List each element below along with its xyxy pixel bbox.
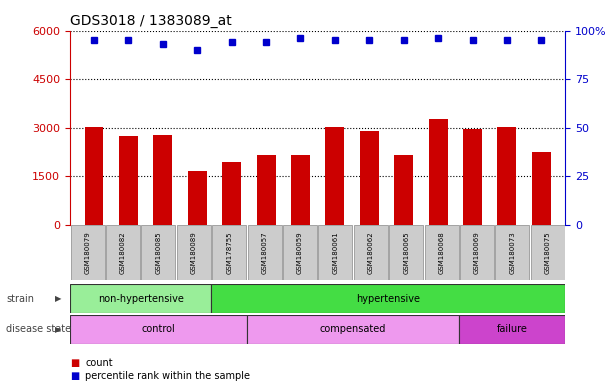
Text: GSM180075: GSM180075 xyxy=(545,231,551,274)
Bar xyxy=(212,284,565,313)
Text: GSM180059: GSM180059 xyxy=(297,231,303,274)
Bar xyxy=(389,225,423,280)
Text: GSM180069: GSM180069 xyxy=(474,231,480,274)
Text: ▶: ▶ xyxy=(55,294,61,303)
Text: GSM180085: GSM180085 xyxy=(156,231,161,274)
Bar xyxy=(71,225,105,280)
Bar xyxy=(188,171,207,225)
Text: GSM180079: GSM180079 xyxy=(85,231,91,274)
Text: non-hypertensive: non-hypertensive xyxy=(98,293,184,304)
Bar xyxy=(429,119,447,225)
Text: GSM180057: GSM180057 xyxy=(261,231,268,274)
Text: count: count xyxy=(85,358,112,368)
Bar xyxy=(319,225,353,280)
Bar xyxy=(247,315,459,344)
Bar xyxy=(531,225,565,280)
Text: ■: ■ xyxy=(70,371,79,381)
Bar xyxy=(459,315,565,344)
Bar xyxy=(70,284,212,313)
Text: GSM180061: GSM180061 xyxy=(333,231,339,274)
Text: GSM180089: GSM180089 xyxy=(191,231,197,274)
Text: GSM178755: GSM178755 xyxy=(226,231,232,274)
Text: GDS3018 / 1383089_at: GDS3018 / 1383089_at xyxy=(70,14,232,28)
Bar xyxy=(85,127,103,225)
Bar xyxy=(106,225,140,280)
Text: strain: strain xyxy=(6,293,34,304)
Bar xyxy=(222,162,241,225)
Bar xyxy=(177,225,211,280)
Text: ■: ■ xyxy=(70,358,79,368)
Text: percentile rank within the sample: percentile rank within the sample xyxy=(85,371,250,381)
Bar xyxy=(153,135,172,225)
Bar xyxy=(283,225,317,280)
Bar xyxy=(142,225,176,280)
Bar xyxy=(460,225,494,280)
Bar xyxy=(70,315,247,344)
Bar xyxy=(497,127,516,225)
Text: ▶: ▶ xyxy=(55,325,61,334)
Text: hypertensive: hypertensive xyxy=(356,293,421,304)
Text: GSM180062: GSM180062 xyxy=(368,231,374,274)
Text: GSM180082: GSM180082 xyxy=(120,231,126,274)
Bar xyxy=(532,152,551,225)
Bar xyxy=(247,225,282,280)
Bar xyxy=(463,129,482,225)
Text: GSM180065: GSM180065 xyxy=(403,231,409,274)
Bar xyxy=(325,127,344,225)
Text: control: control xyxy=(142,324,175,334)
Text: GSM180073: GSM180073 xyxy=(510,231,516,274)
Bar xyxy=(360,131,379,225)
Text: failure: failure xyxy=(497,324,528,334)
Text: disease state: disease state xyxy=(6,324,71,334)
Text: compensated: compensated xyxy=(320,324,386,334)
Bar xyxy=(394,155,413,225)
Bar xyxy=(257,155,275,225)
Bar xyxy=(291,155,310,225)
Bar xyxy=(424,225,458,280)
Bar xyxy=(119,136,138,225)
Bar xyxy=(212,225,246,280)
Bar xyxy=(496,225,530,280)
Bar xyxy=(354,225,388,280)
Text: GSM180068: GSM180068 xyxy=(438,231,444,274)
